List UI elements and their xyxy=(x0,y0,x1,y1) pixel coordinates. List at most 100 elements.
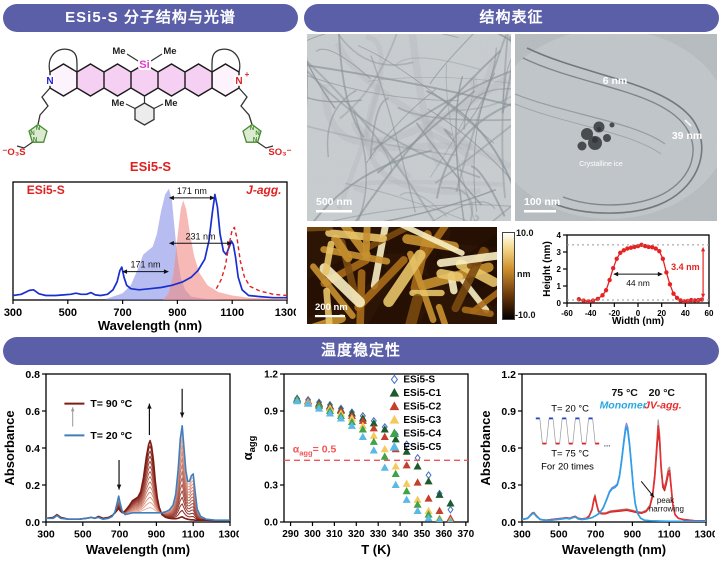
svg-text:2: 2 xyxy=(557,265,562,274)
n-label-left: N xyxy=(46,76,53,87)
afm-nanorods xyxy=(307,227,497,324)
svg-text:αagg: αagg xyxy=(241,435,257,460)
svg-text:...: ... xyxy=(604,440,611,449)
saturated-ring-right xyxy=(211,48,241,73)
tem1-scalebar xyxy=(316,210,352,213)
svg-text:370: 370 xyxy=(457,529,474,540)
afm-row: 200 nm 10.0 nm -10.0 -60 -40 -20 0 20 40 60 0 1 2… xyxy=(301,227,722,327)
panel-title-molecule: ESi5-S 分子结构与光谱 xyxy=(3,4,298,32)
acene-core-rings xyxy=(76,63,213,97)
afm-colorbar-unit: nm xyxy=(517,269,531,279)
svg-text:1100: 1100 xyxy=(220,307,244,319)
svg-text:ESi5-S: ESi5-S xyxy=(27,183,65,197)
svg-text:Wavelength (nm): Wavelength (nm) xyxy=(86,542,190,557)
series-layer xyxy=(13,188,287,300)
svg-text:narrowing: narrowing xyxy=(649,505,684,514)
svg-text:900: 900 xyxy=(148,529,166,541)
svg-text:1: 1 xyxy=(557,282,562,291)
svg-text:350: 350 xyxy=(414,529,431,540)
propyl-chain-left xyxy=(37,87,51,125)
plot-alpha_agg: 290 300 310 320 330 340 350 360 370 0.0 0.3 0.6 0.9 1… xyxy=(241,370,475,557)
series-J-aggregate emission (red dashed, peak 1108 nm) xyxy=(215,226,287,297)
panel-structure-characterization: 结构表征 500 nm xyxy=(301,0,722,333)
tem1-scalebar-label: 500 nm xyxy=(316,196,352,208)
svg-text:0.0: 0.0 xyxy=(264,518,278,529)
series-J-aggregate absorption (blue line, peaks 697/1037/1097 nm) xyxy=(13,193,287,299)
svg-text:0: 0 xyxy=(557,299,562,308)
svg-text:3.4 nm: 3.4 nm xyxy=(671,262,700,272)
svg-text:500: 500 xyxy=(59,307,77,319)
svg-text:-40: -40 xyxy=(585,309,597,318)
chart-height-profile: -60 -40 -20 0 20 40 60 0 1 2 3 4 Width (nm) Height (n… xyxy=(539,227,717,327)
svg-text:330: 330 xyxy=(370,529,387,540)
svg-text:-60: -60 xyxy=(561,309,573,318)
svg-text:ESi5-C5: ESi5-C5 xyxy=(403,442,441,453)
svg-text:ESi5-C3: ESi5-C3 xyxy=(403,415,441,426)
svg-text:ESi5-C4: ESi5-C4 xyxy=(403,428,441,439)
svg-text:Width (nm): Width (nm) xyxy=(612,316,664,327)
so3-label-right: SO₃⁻ xyxy=(268,147,291,158)
molecular-structure: Me Me Si N N + Me Me N xyxy=(2,46,291,158)
svg-text:-20: -20 xyxy=(609,309,621,318)
svg-text:500: 500 xyxy=(550,529,568,541)
svg-text:1100: 1100 xyxy=(182,529,205,541)
legend: ESi5-S ESi5-C1 ESi5-C2 ESi5-C3 ESi5-C4 ESi5-C… xyxy=(389,374,442,453)
annotations-layer: 44 nm 3.4 nm xyxy=(567,244,709,301)
svg-text:40: 40 xyxy=(681,309,690,318)
tem2-label-outer-width: 6 nm xyxy=(603,75,628,87)
svg-text:Wavelength (nm): Wavelength (nm) xyxy=(98,318,202,333)
svg-text:1300: 1300 xyxy=(694,529,715,541)
triazole-n3-right: N xyxy=(253,138,257,144)
svg-text:0.2: 0.2 xyxy=(25,480,40,492)
aryl-me-bond-left xyxy=(125,103,136,110)
saturated-ring-left xyxy=(48,48,78,73)
me-label-mid-left: Me xyxy=(111,98,124,109)
svg-text:peak: peak xyxy=(657,496,675,505)
si-me-bond-right xyxy=(150,53,163,62)
svg-text:300: 300 xyxy=(4,307,22,319)
series-monomer absorption (shaded blue, peak 869 nm) xyxy=(106,188,222,300)
svg-text:0.9: 0.9 xyxy=(264,407,278,418)
svg-text:60: 60 xyxy=(705,309,714,318)
svg-text:700: 700 xyxy=(111,529,129,541)
svg-text:20 °C: 20 °C xyxy=(649,387,676,399)
so3-bond-right xyxy=(257,141,274,149)
triazole-n1-right: N xyxy=(250,126,254,132)
svg-text:231 nm: 231 nm xyxy=(186,231,216,241)
series-layer xyxy=(522,419,706,522)
svg-text:900: 900 xyxy=(168,307,186,319)
svg-text:1300: 1300 xyxy=(218,529,239,541)
svg-text:Height (nm): Height (nm) xyxy=(542,241,553,297)
svg-text:320: 320 xyxy=(348,529,365,540)
tem1-noise xyxy=(307,34,511,221)
series-layer xyxy=(46,425,230,522)
svg-text:900: 900 xyxy=(624,529,642,541)
svg-text:171 nm: 171 nm xyxy=(177,186,207,196)
svg-text:0.0: 0.0 xyxy=(25,517,40,529)
me-label-mid-right: Me xyxy=(164,98,177,109)
molecule-name: ESi5-S xyxy=(129,159,172,174)
svg-text:75 °C: 75 °C xyxy=(611,387,638,399)
si-label: Si xyxy=(139,59,149,71)
chart-alpha-agg: 290 300 310 320 330 340 350 360 370 0.0 0.3 0.6 0.9 1… xyxy=(241,367,477,557)
panel-title-characterization: 结构表征 xyxy=(304,4,719,32)
panel-temperature-stability: 温度稳定性 300 500 700 900 1100 1300 0.0 0.2 0.4 0.6 0.… xyxy=(0,337,722,557)
svg-text:44 nm: 44 nm xyxy=(626,278,650,288)
plot-jagg_spectrum: 300 500 700 900 1100 1300 Wavelength (nm) ESi5-… xyxy=(4,181,296,333)
svg-text:340: 340 xyxy=(392,529,409,540)
svg-text:4: 4 xyxy=(557,231,562,240)
afm-colorbar-gradient xyxy=(502,232,515,320)
svg-text:290: 290 xyxy=(282,529,299,540)
si-me-bond-left xyxy=(126,53,139,62)
svg-text:0.6: 0.6 xyxy=(25,406,40,418)
svg-text:0.6: 0.6 xyxy=(264,444,278,455)
svg-text:T= 75 °C: T= 75 °C xyxy=(551,449,589,460)
top-section: ESi5-S 分子结构与光谱 Me Me Si N N + xyxy=(2,0,722,333)
svg-text:310: 310 xyxy=(326,529,343,540)
svg-text:J-agg.: J-agg. xyxy=(246,183,281,197)
cryoem-image-single-fiber: 6 nm 39 nm Crystalline ice 100 nm xyxy=(515,34,717,221)
axes-frame xyxy=(521,373,707,523)
svg-text:ESi5-S: ESi5-S xyxy=(403,374,435,385)
annotations-layer: αagg= 0.5 xyxy=(284,443,468,461)
triazole-n2-right: N xyxy=(255,131,259,137)
